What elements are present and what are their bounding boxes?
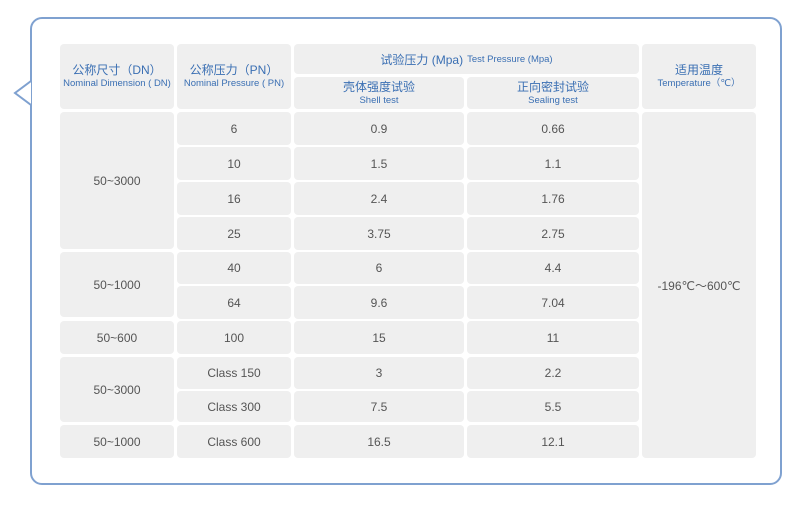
header-test-zh: 试验压力 (Mpa) xyxy=(380,52,464,67)
header-pn: 公称压力（PN） Nominal Pressure ( PN) xyxy=(177,44,291,109)
header-pn-zh: 公称压力（PN） xyxy=(189,63,279,77)
dn-group-cell: 50~600 xyxy=(60,321,174,354)
shell-cell: 3 xyxy=(294,357,464,389)
shell-cell: 0.9 xyxy=(294,112,464,145)
dn-group-cell: 50~3000 xyxy=(60,112,174,249)
dn-group-cell: 50~1000 xyxy=(60,425,174,458)
pn-cell: 10 xyxy=(177,147,291,180)
temperature-cell: -196℃～600℃ xyxy=(642,112,756,458)
shell-cell: 9.6 xyxy=(294,286,464,319)
header-pn-en: Nominal Pressure ( PN) xyxy=(183,78,285,89)
shell-cell: 3.75 xyxy=(294,217,464,250)
shell-cell: 15 xyxy=(294,321,464,354)
sealing-cell: 2.2 xyxy=(467,357,639,389)
header-dn-zh: 公称尺寸（DN） xyxy=(72,63,162,77)
sealing-cell: 0.66 xyxy=(467,112,639,145)
pn-cell: 16 xyxy=(177,182,291,215)
pn-cell: Class 600 xyxy=(177,425,291,458)
sealing-cell: 4.4 xyxy=(467,252,639,284)
header-dn: 公称尺寸（DN） Nominal Dimension ( DN) xyxy=(60,44,174,109)
dn-group-cell: 50~3000 xyxy=(60,357,174,422)
dn-group-cell: 50~1000 xyxy=(60,252,174,317)
pn-cell: 6 xyxy=(177,112,291,145)
header-temperature: 适用温度 Temperature（℃） xyxy=(642,44,756,109)
header-temp-zh: 适用温度 xyxy=(674,63,723,77)
sealing-cell: 5.5 xyxy=(467,391,639,422)
shell-cell: 16.5 xyxy=(294,425,464,458)
sealing-cell: 1.76 xyxy=(467,182,639,215)
pn-cell: 64 xyxy=(177,286,291,319)
sealing-cell: 11 xyxy=(467,321,639,354)
pn-cell: Class 150 xyxy=(177,357,291,389)
shell-cell: 7.5 xyxy=(294,391,464,422)
header-sealing-zh: 正向密封试验 xyxy=(516,79,589,94)
header-shell-zh: 壳体强度试验 xyxy=(342,79,415,94)
header-sealing: 正向密封试验 Sealing test xyxy=(467,77,639,109)
sealing-cell: 7.04 xyxy=(467,286,639,319)
header-dn-en: Nominal Dimension ( DN) xyxy=(63,78,171,89)
pn-cell: 40 xyxy=(177,252,291,284)
shell-cell: 2.4 xyxy=(294,182,464,215)
header-shell-en: Shell test xyxy=(359,94,399,106)
shell-cell: 1.5 xyxy=(294,147,464,180)
sealing-cell: 12.1 xyxy=(467,425,639,458)
shell-cell: 6 xyxy=(294,252,464,284)
header-test-pressure: 试验压力 (Mpa) Test Pressure (Mpa) xyxy=(294,44,639,74)
sealing-cell: 2.75 xyxy=(467,217,639,250)
header-test-en: Test Pressure (Mpa) xyxy=(467,53,553,65)
pn-cell: 25 xyxy=(177,217,291,250)
tab-arrow-icon xyxy=(13,80,31,106)
pn-cell: Class 300 xyxy=(177,391,291,422)
header-shell: 壳体强度试验 Shell test xyxy=(294,77,464,109)
content-frame xyxy=(30,17,782,485)
pn-cell: 100 xyxy=(177,321,291,354)
header-sealing-en: Sealing test xyxy=(528,94,578,106)
header-temp-en: Temperature（℃） xyxy=(657,78,741,89)
sealing-cell: 1.1 xyxy=(467,147,639,180)
